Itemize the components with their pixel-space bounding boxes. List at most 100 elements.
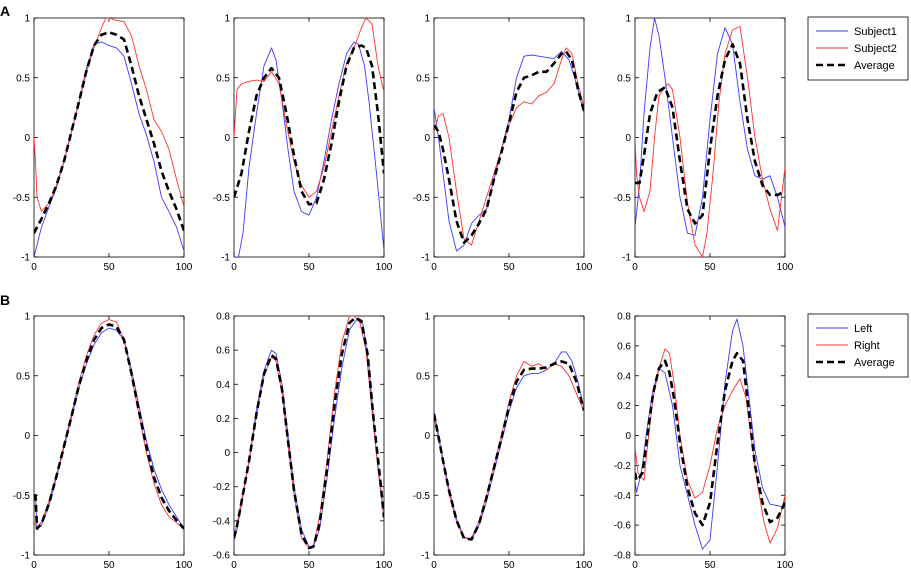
chart-panel-b2: -0.6 -0.4 -0.2 0 0.2 0.4 0.6 0.8 0 50 100: [213, 312, 393, 570]
x-tick-label: 0: [231, 560, 237, 570]
y-tick-label: -0.5: [614, 193, 632, 204]
y-tick-label: -0.5: [413, 491, 431, 502]
x-tick-label: 50: [704, 560, 716, 570]
series-line-right: [434, 360, 584, 539]
y-tick-label: -0.8: [614, 551, 632, 562]
legend-a: Subject1 Subject2 Average: [807, 16, 909, 81]
chart-panel-b3: -1 -0.5 0 0.5 1 0 50 100: [413, 312, 593, 570]
series-line-subject1: [34, 41, 184, 257]
y-tick-label: 0: [224, 133, 230, 144]
x-tick-label: 100: [576, 560, 593, 570]
y-tick-label: 1: [224, 14, 230, 25]
x-tick-label: 100: [376, 262, 393, 273]
chart-panel-b1: -1 -0.5 0 0.5 1 0 50 100: [13, 312, 193, 570]
legend-label: Subject2: [854, 43, 897, 55]
x-tick-label: 50: [303, 262, 315, 273]
y-tick-label: -0.2: [213, 482, 231, 493]
y-tick-label: 0.5: [416, 73, 430, 84]
y-tick-label: 0: [224, 448, 230, 459]
y-tick-label: 1: [424, 312, 430, 323]
series-line-subject2: [34, 18, 184, 213]
x-tick-label: 100: [576, 262, 593, 273]
y-tick-label: 0.5: [16, 73, 30, 84]
x-tick-label: 0: [431, 560, 437, 570]
series-line-average: [34, 30, 184, 234]
x-tick-label: 50: [103, 262, 115, 273]
series-line-subject2: [234, 18, 384, 198]
y-tick-label: -0.4: [614, 491, 632, 502]
x-tick-label: 100: [777, 262, 794, 273]
x-tick-label: 0: [31, 262, 37, 273]
series-line-average: [234, 44, 384, 206]
axes-box: [33, 315, 185, 556]
y-tick-label: 0.5: [216, 73, 230, 84]
y-tick-label: 0.8: [617, 312, 631, 323]
chart-panel-a3: -1 -0.5 0 0.5 1 0 50 100: [413, 14, 593, 274]
y-tick-label: -1: [622, 253, 631, 264]
y-tick-label: -0.5: [13, 193, 31, 204]
y-tick-label: -0.4: [213, 516, 231, 527]
series-line-left: [434, 351, 584, 540]
y-tick-label: 0.5: [416, 371, 430, 382]
y-tick-label: -1: [21, 253, 30, 264]
y-tick-label: 0: [625, 133, 631, 144]
y-tick-label: -1: [421, 253, 430, 264]
series-line-average: [34, 323, 184, 531]
y-tick-label: -0.5: [413, 193, 431, 204]
y-tick-label: 0: [424, 133, 430, 144]
series-line-subject2: [434, 47, 584, 246]
y-tick-label: 0.5: [617, 73, 631, 84]
y-tick-label: -0.5: [13, 491, 31, 502]
legend-label: Left: [854, 323, 872, 335]
y-tick-label: 0.2: [617, 401, 631, 412]
y-tick-label: 0.4: [216, 380, 230, 391]
series-line-average: [434, 360, 584, 541]
legend-b: Left Right Average: [807, 313, 909, 378]
y-tick-label: 0.4: [617, 371, 631, 382]
series-line-average: [434, 50, 584, 244]
y-tick-label: 1: [24, 14, 30, 25]
series-line-left: [635, 318, 785, 550]
x-tick-label: 50: [103, 560, 115, 570]
series-line-average: [635, 42, 785, 225]
series-line-subject1: [234, 41, 384, 257]
y-tick-label: 1: [424, 14, 430, 25]
x-tick-label: 50: [503, 262, 515, 273]
y-tick-label: -1: [21, 551, 30, 562]
y-tick-label: 0.5: [16, 371, 30, 382]
x-tick-label: 0: [231, 262, 237, 273]
chart-panel-b4: -0.8 -0.6 -0.4 -0.2 0 0.2 0.4 0.6 0.8 0 50 100: [614, 312, 794, 570]
y-tick-label: -0.6: [213, 551, 231, 562]
y-tick-label: 0.6: [617, 341, 631, 352]
legend-box: [807, 16, 909, 81]
legend-label: Right: [854, 340, 880, 352]
panel-label: A: [0, 3, 10, 19]
series-line-subject1: [635, 18, 785, 236]
series-line-average: [234, 316, 384, 550]
y-tick-label: 0.2: [216, 414, 230, 425]
y-tick-label: 1: [625, 14, 631, 25]
chart-panel-a4: -1 -0.5 0 0.5 1 0 50 100: [614, 14, 794, 274]
x-tick-label: 100: [376, 560, 393, 570]
panel-label: B: [0, 292, 10, 308]
series-line-right: [234, 316, 384, 549]
y-tick-label: -0.5: [213, 193, 231, 204]
x-tick-label: 0: [632, 262, 638, 273]
y-tick-label: -0.6: [614, 521, 632, 532]
series-line-left: [34, 327, 184, 530]
series-line-subject1: [434, 51, 584, 252]
series-line-subject2: [635, 25, 785, 257]
y-tick-label: -0.2: [614, 461, 632, 472]
x-tick-label: 50: [704, 262, 716, 273]
y-tick-label: -1: [221, 253, 230, 264]
x-tick-label: 100: [777, 560, 794, 570]
chart-panel-a1: -1 -0.5 0 0.5 1 0 50 100: [13, 14, 193, 274]
axes-box: [634, 315, 786, 556]
x-tick-label: 0: [31, 560, 37, 570]
y-tick-label: 1: [24, 312, 30, 323]
x-tick-label: 0: [632, 560, 638, 570]
y-tick-label: 0: [424, 431, 430, 442]
y-tick-label: 0: [24, 133, 30, 144]
series-line-left: [234, 318, 384, 547]
